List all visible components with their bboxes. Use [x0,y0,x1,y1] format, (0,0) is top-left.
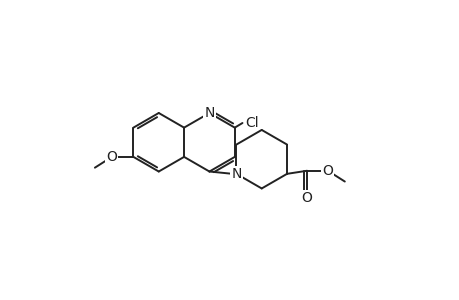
Text: O: O [322,164,333,178]
Text: O: O [301,191,312,206]
Text: N: N [204,106,214,120]
Text: O: O [106,150,117,164]
Text: Cl: Cl [245,116,258,130]
Text: N: N [231,167,241,181]
